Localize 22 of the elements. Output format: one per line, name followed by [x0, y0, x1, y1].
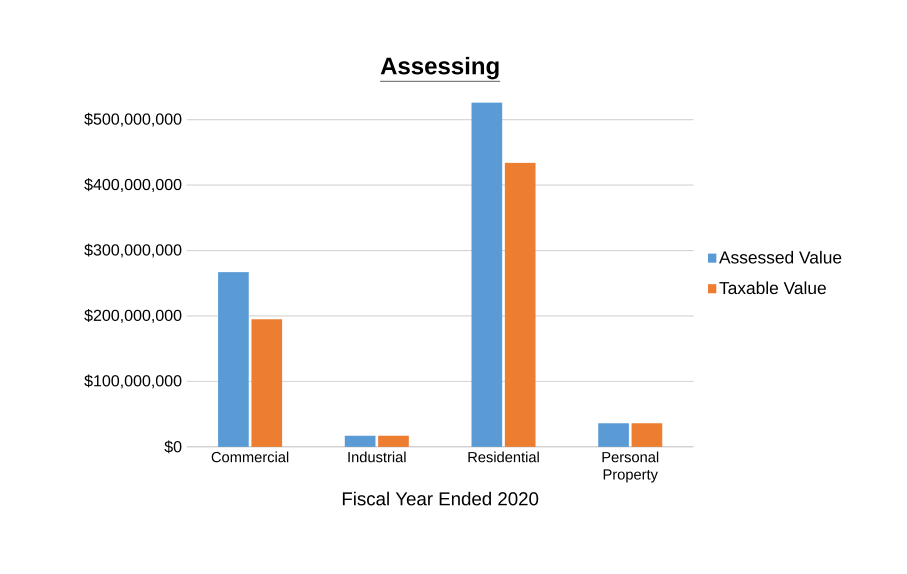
- y-tick-label: $400,000,000: [84, 178, 182, 192]
- y-tick-label: $100,000,000: [84, 374, 182, 389]
- bar: [504, 163, 536, 448]
- legend-label: Taxable Value: [719, 282, 826, 294]
- x-tick-label: Commercial: [212, 452, 288, 463]
- bar: [472, 102, 502, 448]
- y-tick-label: $0: [164, 440, 182, 454]
- y-tick-label: $300,000,000: [84, 244, 182, 258]
- x-axis-title: Fiscal Year Ended 2020: [342, 492, 538, 506]
- x-tick-label: Industrial: [348, 452, 406, 463]
- x-tick-label: Personal Property: [602, 452, 658, 483]
- bar: [632, 424, 662, 448]
- bar: [344, 436, 376, 448]
- y-tick-label: $200,000,000: [84, 309, 182, 324]
- bar: [218, 272, 249, 448]
- bar: [598, 424, 629, 448]
- legend-label: Assessed Value: [719, 251, 842, 264]
- chart-title: Assessing: [380, 57, 499, 80]
- bar: [378, 436, 409, 448]
- x-tick-label: Residential: [468, 452, 539, 463]
- bar: [251, 319, 282, 448]
- y-tick-label: $500,000,000: [84, 112, 182, 127]
